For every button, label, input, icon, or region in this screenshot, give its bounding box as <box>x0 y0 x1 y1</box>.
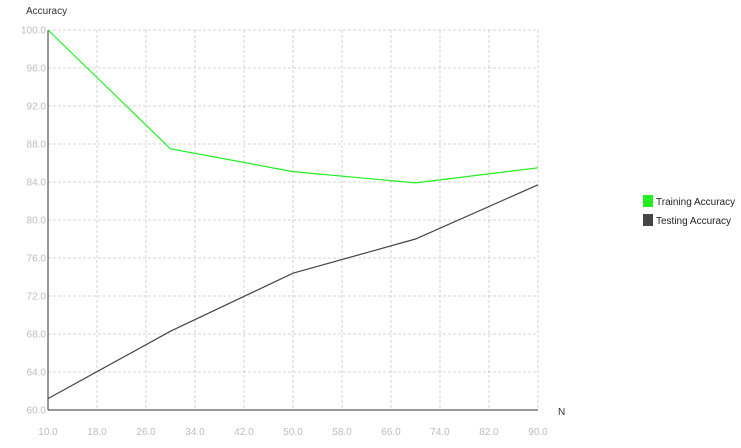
x-tick-label: 34.0 <box>185 427 205 438</box>
y-tick-label: 88.0 <box>27 140 47 151</box>
y-tick-label: 96.0 <box>27 64 47 75</box>
y-axis-title: Accuracy <box>26 6 67 17</box>
grid-layer <box>48 30 538 410</box>
x-tick-label: 82.0 <box>479 427 499 438</box>
y-tick-label: 64.0 <box>27 368 47 379</box>
x-tick-label: 58.0 <box>332 427 352 438</box>
legend-label: Testing Accuracy <box>656 216 731 227</box>
y-tick-label: 92.0 <box>27 102 47 113</box>
y-tick-label: 80.0 <box>27 216 47 227</box>
x-tick-label: 18.0 <box>87 427 107 438</box>
x-tick-label: 26.0 <box>136 427 156 438</box>
x-axis-title: N <box>558 407 565 418</box>
x-tick-label: 90.0 <box>528 427 548 438</box>
x-tick-label: 50.0 <box>283 427 303 438</box>
x-tick-label: 74.0 <box>430 427 450 438</box>
x-tick-label: 66.0 <box>381 427 401 438</box>
y-tick-label: 60.0 <box>27 406 47 417</box>
y-tick-label: 84.0 <box>27 178 47 189</box>
legend-label: Training Accuracy <box>656 197 735 208</box>
y-tick-label: 100.0 <box>21 26 46 37</box>
y-tick-label: 76.0 <box>27 254 47 265</box>
y-tick-label: 72.0 <box>27 292 47 303</box>
legend-swatch <box>643 195 653 207</box>
legend: Training Accuracy Testing Accuracy <box>643 195 735 227</box>
legend-swatch <box>643 214 653 226</box>
x-tick-label: 42.0 <box>234 427 254 438</box>
tick-label-layer: 60.0 64.0 68.0 72.0 76.0 80.0 84.0 88.0 92.0 96.0… <box>21 26 548 439</box>
x-tick-label: 10.0 <box>38 427 58 438</box>
y-tick-label: 68.0 <box>27 330 47 341</box>
